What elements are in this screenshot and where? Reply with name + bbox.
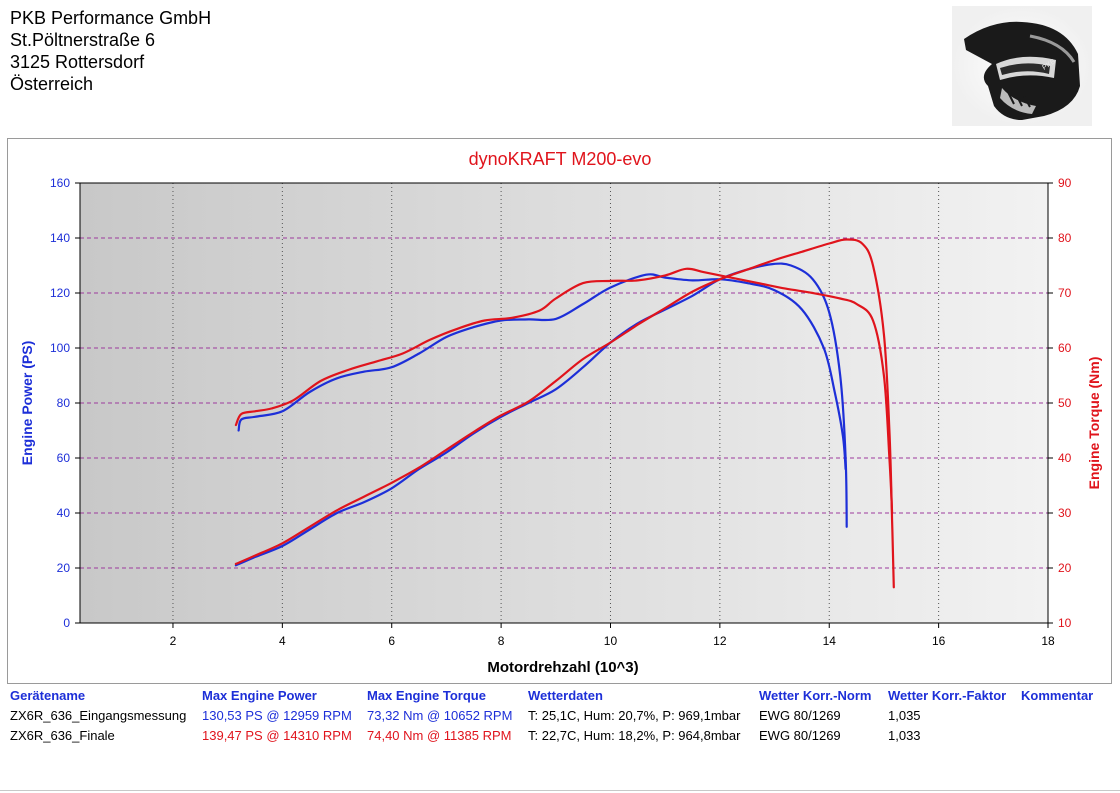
y-tick-label-left: 160	[50, 176, 70, 190]
company-country: Österreich	[10, 74, 94, 94]
page-divider	[0, 790, 1120, 791]
series-line-torque	[234, 267, 894, 515]
y-tick-label-left: 40	[57, 506, 71, 520]
row-max-torque: 73,32 Nm @ 10652 RPM	[367, 707, 513, 723]
y-tick-label-right: 90	[1058, 176, 1072, 190]
x-tick-label: 6	[388, 634, 395, 648]
y-tick-label-right: 20	[1058, 561, 1072, 575]
series-line-power	[234, 262, 848, 567]
y-tick-label-left: 20	[57, 561, 71, 575]
axes: 0 20 40 60 80 100 120 140 160 10 20 30 40 50 60 70 80 90 2…	[50, 176, 1072, 648]
y-tick-label-left: 60	[57, 451, 71, 465]
y-axis-label-left: Engine Power (PS)	[19, 341, 35, 465]
table-row: ZX6R_636_Eingangsmessung 130,53 PS @ 129…	[7, 705, 1112, 725]
x-tick-label: 10	[604, 634, 618, 648]
series-lines	[234, 238, 895, 589]
company-address: PKB Performance GmbH St.Pöltnerstraße 6 …	[10, 7, 211, 95]
x-tick-label: 12	[713, 634, 727, 648]
motocross-helmet-icon: PKB	[952, 6, 1092, 126]
results-header-row: Gerätename Max Engine Power Max Engine T…	[7, 685, 1112, 705]
y-tick-label-left: 140	[50, 231, 70, 245]
row-comment	[1018, 705, 1112, 725]
x-tick-label: 18	[1041, 634, 1055, 648]
header-weather: Wetterdaten	[528, 687, 603, 703]
x-tick-label: 4	[279, 634, 286, 648]
table-row: ZX6R_636_Finale 139,47 PS @ 14310 RPM 74…	[7, 725, 1112, 745]
dyno-chart: 0 20 40 60 80 100 120 140 160 10 20 30 40 50 60 70 80 90 2…	[7, 138, 1112, 684]
y-axis-label-right: Engine Torque (Nm)	[1086, 357, 1102, 490]
x-tick-label: 8	[498, 634, 505, 648]
header-max-power: Max Engine Power	[202, 687, 317, 703]
y-tick-label-left: 100	[50, 341, 70, 355]
row-device: ZX6R_636_Eingangsmessung	[10, 707, 187, 723]
x-tick-label: 2	[170, 634, 177, 648]
results-table: Gerätename Max Engine Power Max Engine T…	[7, 685, 1112, 745]
y-tick-label-right: 50	[1058, 396, 1072, 410]
row-norm: EWG 80/1269	[759, 727, 841, 743]
company-name: PKB Performance GmbH	[10, 8, 212, 28]
y-tick-label-left: 120	[50, 286, 70, 300]
y-tick-label-right: 10	[1058, 616, 1072, 630]
x-tick-label: 16	[932, 634, 946, 648]
header-norm: Wetter Korr.-Norm	[759, 687, 872, 703]
header-comment: Kommentar	[1021, 687, 1094, 703]
y-tick-label-right: 30	[1058, 506, 1072, 520]
y-tick-label-right: 40	[1058, 451, 1072, 465]
x-axis-label: Motordrehzahl (10^3)	[487, 659, 638, 676]
grid-lines	[80, 183, 1048, 623]
row-weather: T: 22,7C, Hum: 18,2%, P: 964,8mbar	[528, 727, 741, 743]
row-weather: T: 25,1C, Hum: 20,7%, P: 969,1mbar	[528, 707, 741, 723]
series-line-power	[234, 238, 895, 589]
y-tick-label-right: 80	[1058, 231, 1072, 245]
company-city: 3125 Rottersdorf	[10, 52, 145, 72]
company-street: St.Pöltnerstraße 6	[10, 30, 156, 50]
row-max-power: 139,47 PS @ 14310 RPM	[202, 727, 352, 743]
row-max-power: 130,53 PS @ 12959 RPM	[202, 707, 352, 723]
y-tick-label-left: 80	[57, 396, 71, 410]
row-comment	[1018, 725, 1112, 745]
x-tick-label: 14	[823, 634, 837, 648]
header-device: Gerätename	[10, 687, 86, 703]
header-factor: Wetter Korr.-Faktor	[888, 687, 1007, 703]
y-tick-label-left: 0	[63, 616, 70, 630]
y-tick-label-right: 70	[1058, 286, 1072, 300]
header-max-torque: Max Engine Torque	[367, 687, 486, 703]
y-tick-label-right: 60	[1058, 341, 1072, 355]
row-factor: 1,033	[888, 727, 921, 743]
chart-title: dynoKRAFT M200-evo	[469, 149, 652, 169]
series-line-torque	[237, 273, 847, 471]
row-device: ZX6R_636_Finale	[10, 727, 115, 743]
chart-canvas: 0 20 40 60 80 100 120 140 160 10 20 30 40 50 60 70 80 90 2…	[19, 149, 1102, 676]
row-factor: 1,035	[888, 707, 921, 723]
row-norm: EWG 80/1269	[759, 707, 841, 723]
row-max-torque: 74,40 Nm @ 11385 RPM	[367, 727, 512, 743]
